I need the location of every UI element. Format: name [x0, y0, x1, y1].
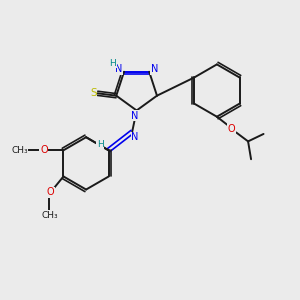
Text: O: O — [40, 145, 48, 155]
Text: CH₃: CH₃ — [11, 146, 28, 155]
Text: H: H — [110, 59, 116, 68]
Text: CH₃: CH₃ — [41, 211, 58, 220]
Text: O: O — [228, 124, 236, 134]
Text: H: H — [97, 140, 104, 149]
Text: N: N — [131, 110, 139, 121]
Text: N: N — [115, 64, 122, 74]
Text: S: S — [90, 88, 97, 98]
Text: O: O — [47, 187, 55, 197]
Text: N: N — [131, 132, 139, 142]
Text: N: N — [151, 64, 158, 74]
